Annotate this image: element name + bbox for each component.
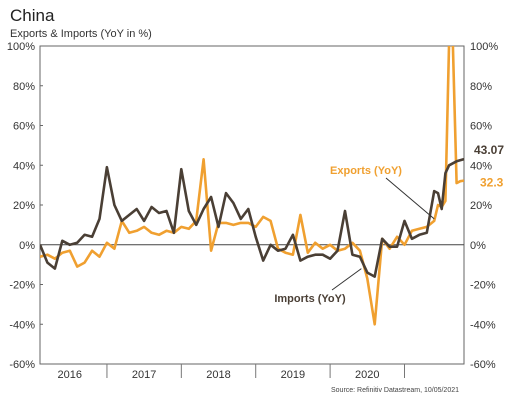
y-tick-label-right: 20% (470, 200, 492, 212)
x-tick-label: 2019 (281, 369, 305, 381)
exports-end-label: 32.3 (480, 176, 504, 190)
y-tick-label-right: -60% (470, 359, 496, 371)
x-tick-label: 2020 (355, 369, 379, 381)
imports-end-label: 43.07 (474, 143, 504, 157)
exports-line (40, 46, 464, 326)
chart-title: China (10, 6, 55, 25)
y-tick-label-right: -40% (470, 319, 496, 331)
imports-annotation: Imports (YoY) (274, 293, 346, 305)
y-tick-label-left: 20% (13, 200, 35, 212)
x-tick-label: 2017 (132, 369, 156, 381)
y-tick-label-left: -60% (9, 359, 35, 371)
y-tick-label-right: 0% (470, 240, 486, 252)
exports-leader-line (385, 177, 435, 220)
imports-line (40, 157, 464, 278)
y-tick-label-left: 80% (13, 81, 35, 93)
y-tick-label-left: -20% (9, 280, 35, 292)
source-note: Source: Refinitiv Datastream, 10/05/2021 (330, 387, 459, 394)
imports-leader-line (331, 268, 362, 291)
x-tick-label: 2018 (206, 369, 230, 381)
y-tick-label-left: -40% (9, 319, 35, 331)
exports-annotation: Exports (YoY) (330, 165, 402, 177)
y-tick-label-right: 80% (470, 81, 492, 93)
y-tick-label-left: 40% (13, 160, 35, 172)
y-tick-label-right: 100% (470, 41, 498, 53)
plot-frame (39, 45, 465, 365)
y-tick-label-right: 60% (470, 121, 492, 133)
y-tick-label-right: 40% (470, 160, 492, 172)
y-tick-label-left: 60% (13, 121, 35, 133)
y-tick-label-left: 100% (7, 41, 35, 53)
x-tick-label: 2016 (58, 369, 82, 381)
chart-subtitle: Exports & Imports (YoY in %) (10, 28, 152, 40)
y-tick-label-right: -20% (470, 280, 496, 292)
y-tick-label-left: 0% (19, 240, 35, 252)
